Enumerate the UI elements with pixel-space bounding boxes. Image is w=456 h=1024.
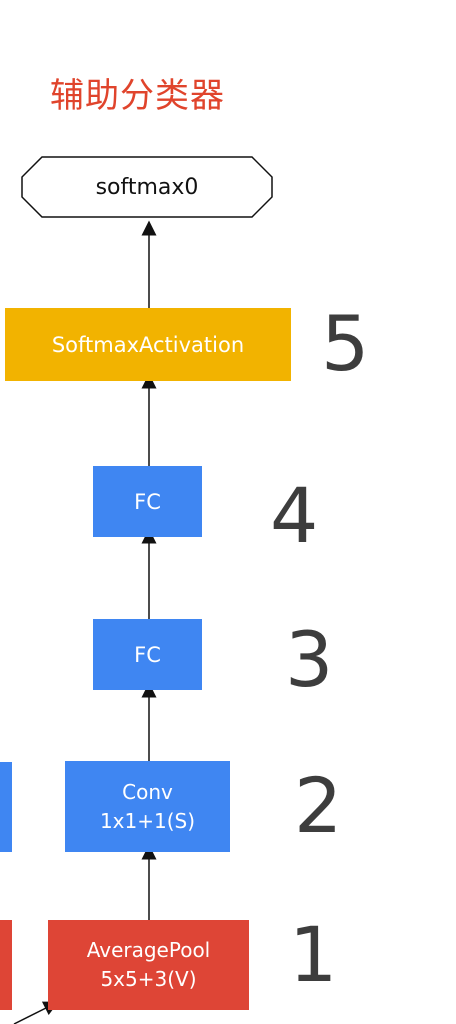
fc-top-label: FC bbox=[134, 489, 161, 514]
incoming-edge-bottom-left bbox=[13, 1001, 59, 1024]
layer-number-4: 4 bbox=[270, 471, 319, 560]
softmax-output-node bbox=[21, 156, 273, 218]
average-pool-label: AveragePool 5x5+3(V) bbox=[86, 938, 211, 991]
layer-number-3: 3 bbox=[285, 615, 334, 704]
fc-bottom-node: FC bbox=[93, 619, 202, 690]
layer-number-1: 1 bbox=[289, 910, 338, 999]
fc-top-node: FC bbox=[93, 466, 202, 537]
layer-number-5: 5 bbox=[321, 299, 370, 388]
average-pool-node: AveragePool 5x5+3(V) bbox=[48, 920, 249, 1010]
conv-label: Conv 1x1+1(S) bbox=[99, 779, 196, 833]
softmax-activation-node: SoftmaxActivation bbox=[5, 308, 291, 381]
diagram-title: 辅助分类器 bbox=[50, 76, 225, 116]
layer-number-2: 2 bbox=[294, 761, 343, 850]
fc-bottom-label: FC bbox=[134, 642, 161, 667]
softmax-output-label: softmax0 bbox=[95, 174, 199, 200]
softmax-activation-label: SoftmaxActivation bbox=[51, 332, 245, 357]
cut-off-red-node bbox=[0, 920, 12, 1010]
conv-node: Conv 1x1+1(S) bbox=[65, 761, 230, 852]
cut-off-blue-node bbox=[0, 762, 12, 852]
